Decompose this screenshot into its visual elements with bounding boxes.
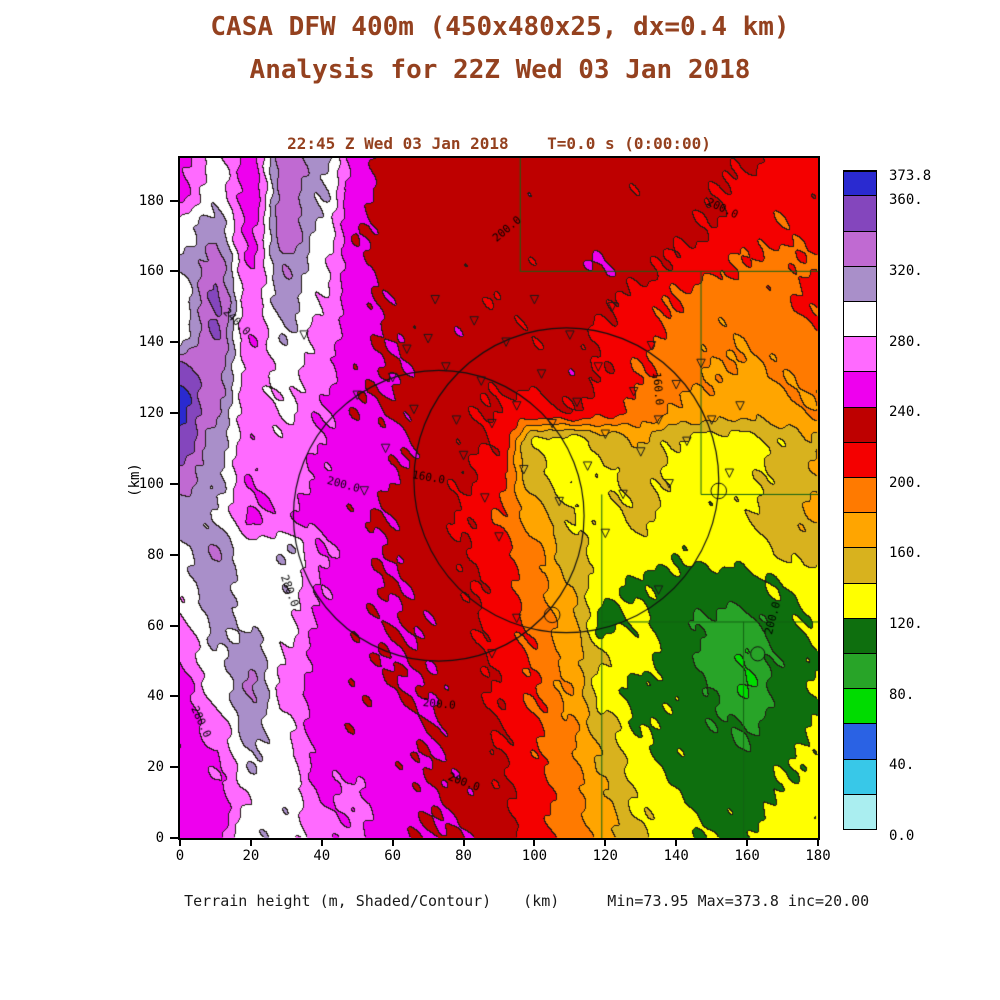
page-subtitle: Analysis for 22Z Wed 03 Jan 2018	[249, 55, 751, 85]
colorbar-label: 200.	[889, 474, 923, 491]
colorbar-label: 360.	[889, 192, 923, 209]
x-tick-mark	[462, 838, 465, 846]
colorbar-segment	[844, 406, 876, 442]
x-axis-ticks: 0 20 40 60 80 100 120 140 160 180	[176, 838, 831, 868]
x-tick-label: 120	[592, 848, 618, 864]
colorbar-segment	[844, 547, 876, 583]
x-tick-mark	[320, 838, 323, 846]
x-tick-label: 0	[175, 848, 185, 864]
y-tick-mark	[170, 837, 178, 839]
y-axis-ticks: 0 20 40 60 80 100 120 140 160 180	[120, 158, 178, 846]
x-tick-label: 100	[521, 848, 548, 864]
y-tick-label: 40	[147, 688, 164, 705]
x-tick-mark	[179, 838, 181, 846]
y-tick-label: 60	[147, 617, 164, 634]
colorbar-labels: 373.8 360. 320. 280. 240. 200. 160. 120. 80. 40. 0…	[889, 168, 959, 844]
colorbar-segment	[844, 723, 876, 759]
terrain-canvas	[180, 158, 818, 838]
colorbar-label: 240.	[889, 404, 923, 421]
y-tick-mark	[170, 270, 178, 273]
x-tick-label: 40	[313, 848, 331, 864]
x-axis-unit: (km)	[523, 892, 560, 910]
colorbar-label: 80.	[889, 686, 915, 703]
y-tick-mark	[170, 412, 178, 414]
colorbar-segment	[844, 441, 876, 477]
y-tick-label: 100	[138, 475, 164, 492]
colorbar-label: 0.0	[889, 828, 915, 844]
colorbar-segment	[844, 300, 876, 337]
y-tick-mark	[170, 341, 178, 344]
y-tick-mark	[170, 482, 178, 485]
y-tick-label: 0	[155, 830, 164, 846]
colorbar-segment	[844, 371, 876, 407]
x-tick-label: 60	[384, 848, 402, 864]
colorbar-swatches	[843, 170, 877, 830]
y-tick-mark	[170, 766, 178, 769]
x-tick-mark	[391, 838, 394, 846]
colorbar-segment	[844, 758, 876, 794]
colorbar-segment	[844, 476, 876, 513]
x-tick-label: 80	[455, 848, 472, 864]
caption-minmax: Min=73.95 Max=373.8 inc=20.00	[607, 892, 870, 910]
colorbar-segment	[844, 336, 876, 372]
x-tick-mark	[675, 838, 678, 846]
y-tick-label: 120	[138, 405, 164, 421]
page-title: CASA DFW 400m (450x480x25, dx=0.4 km)	[210, 12, 790, 42]
x-tick-mark	[746, 838, 749, 846]
colorbar: 373.8 360. 320. 280. 240. 200. 160. 120. 80. 40. 0…	[843, 168, 931, 844]
colorbar-segment	[844, 171, 876, 196]
colorbar-label: 160.	[889, 545, 923, 562]
y-tick-label: 160	[138, 263, 164, 280]
x-tick-mark	[817, 838, 819, 846]
x-tick-mark	[249, 838, 252, 846]
colorbar-segment	[844, 582, 876, 618]
colorbar-label: 373.8	[889, 168, 932, 184]
x-tick-label: 180	[805, 848, 831, 864]
y-tick-label: 140	[138, 334, 164, 351]
plot-timestamp: 22:45 Z Wed 03 Jan 2018 T=0.0 s (0:00:00…	[287, 134, 711, 153]
y-tick-mark	[170, 199, 178, 202]
colorbar-segment	[844, 512, 876, 548]
colorbar-segment	[844, 230, 876, 266]
colorbar-segment	[844, 617, 876, 653]
colorbar-segment	[844, 688, 876, 724]
bottom-caption: Terrain height (m, Shaded/Contour) (km) Mi…	[148, 874, 938, 928]
colorbar-segment	[844, 265, 876, 301]
y-tick-mark	[170, 695, 178, 698]
colorbar-label: 120.	[889, 616, 923, 633]
colorbar-segment	[844, 652, 876, 689]
x-tick-mark	[533, 838, 536, 846]
caption-variable: Terrain height (m, Shaded/Contour)	[184, 892, 492, 910]
colorbar-label: 280.	[889, 333, 923, 350]
y-tick-mark	[170, 624, 178, 627]
x-tick-label: 140	[663, 848, 689, 864]
x-tick-mark	[604, 838, 607, 846]
colorbar-segment	[844, 793, 876, 829]
y-tick-label: 80	[147, 546, 164, 563]
y-tick-label: 180	[138, 192, 164, 209]
y-tick-mark	[170, 553, 178, 556]
colorbar-segment	[844, 195, 876, 231]
y-tick-label: 20	[147, 759, 164, 776]
x-tick-label: 20	[242, 848, 260, 864]
colorbar-label: 320.	[889, 262, 923, 279]
colorbar-label: 40.	[889, 757, 915, 774]
x-tick-label: 160	[734, 848, 760, 864]
